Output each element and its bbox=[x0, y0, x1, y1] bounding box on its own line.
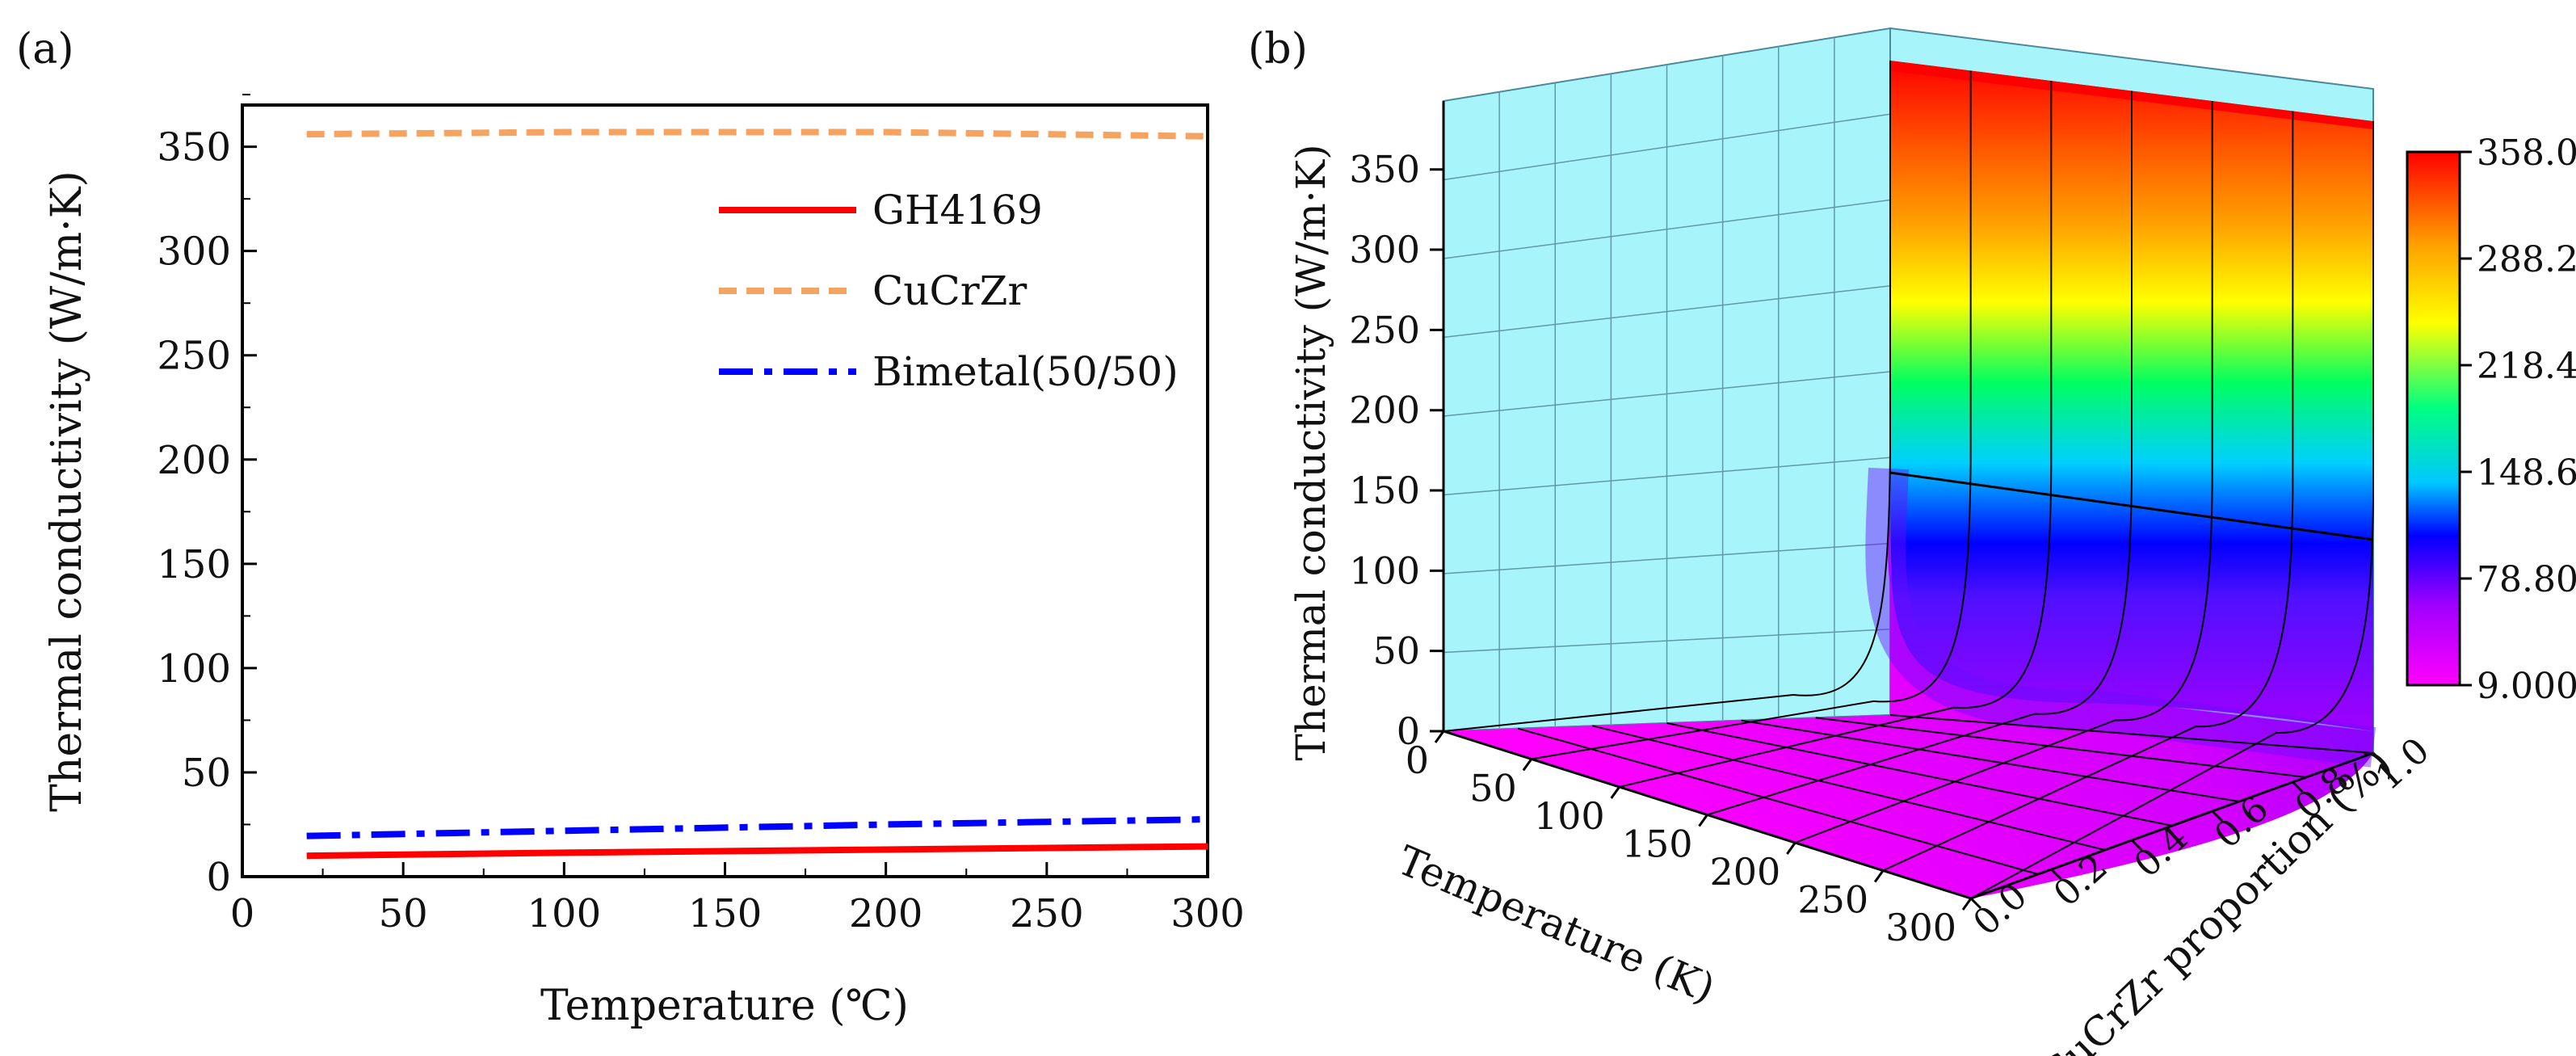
surface-gridline bbox=[1619, 81, 2053, 788]
z-tick-label-b: 200 bbox=[1349, 389, 1420, 432]
legend-label: Bimetal(50/50) bbox=[872, 348, 1179, 395]
x-tick-label-b: 250 bbox=[1797, 878, 1868, 922]
z-tick-label-b: 300 bbox=[1349, 228, 1420, 271]
x-tick-b bbox=[1873, 869, 1885, 883]
y-tick-label-a: 200 bbox=[157, 438, 231, 483]
colorbar-labels: 358.0 288.2 218.4 148.6 78.80 9.000 bbox=[2460, 133, 2576, 707]
panel-b-label: (b) bbox=[1248, 25, 1308, 74]
surface-gridline bbox=[1666, 722, 2173, 827]
x-tick-label-b: 150 bbox=[1622, 823, 1693, 866]
surface-gridline bbox=[1517, 727, 2039, 875]
x-tick-label-b: 0 bbox=[1406, 738, 1429, 782]
legend-a: GH4169 CuCrZr Bimetal(50/50) bbox=[719, 187, 1179, 395]
colorbar-label: 288.2 bbox=[2477, 239, 2576, 280]
x-tick-label-a: 0 bbox=[230, 891, 255, 936]
y-tick-label-a: 0 bbox=[206, 855, 231, 900]
series-line-bimetal-50-50- bbox=[306, 816, 1208, 839]
surface-grid bbox=[1443, 61, 2374, 899]
y-tick-b bbox=[2372, 751, 2385, 764]
surface-gridline bbox=[1592, 725, 2106, 851]
x-tick-b bbox=[1610, 786, 1620, 799]
panel-a: (a) 0 50 100 150 200 250 300 350 0 50 100 150 200 25… bbox=[16, 25, 1245, 1030]
legend-label: GH4169 bbox=[872, 187, 1043, 233]
x-axis-b: 0 50 100 150 200 250 300 bbox=[1406, 730, 1973, 949]
x-tick-label-a: 50 bbox=[379, 891, 428, 936]
series-line-cucrzr bbox=[306, 128, 1208, 140]
x-tick-b bbox=[1786, 842, 1796, 855]
y-axis-line-b bbox=[1970, 751, 2374, 900]
x-tick-label-a: 300 bbox=[1170, 891, 1245, 936]
x-tick-label-a: 150 bbox=[688, 891, 763, 936]
x-axis-line-b bbox=[1443, 730, 1972, 900]
plot-area-a bbox=[241, 103, 1209, 878]
x-tick-label-a: 100 bbox=[527, 891, 602, 936]
surface-floor-front bbox=[1443, 477, 2373, 898]
wall-gridline bbox=[1443, 456, 1891, 496]
x-tick-b bbox=[1961, 898, 1973, 911]
y-tick-label-a: 100 bbox=[157, 646, 231, 692]
x-tick-label-b: 100 bbox=[1534, 794, 1605, 838]
surface-gridline bbox=[1741, 719, 2240, 802]
x-axis-title-a: Temperature (℃) bbox=[540, 982, 909, 1030]
y-tick-label-a: 350 bbox=[157, 125, 231, 170]
x-tick-label-a: 200 bbox=[849, 891, 923, 936]
surface-gridline bbox=[1443, 61, 1891, 732]
surface-gridline bbox=[1889, 714, 2374, 754]
z-tick-label-b: 50 bbox=[1372, 629, 1420, 673]
colorbar-label: 78.80 bbox=[2477, 559, 2576, 600]
z-tick-label-b: 250 bbox=[1349, 308, 1420, 351]
panel-b: (b) 0 50 100 150 200 250 300 350 0 50 100 150 200 25… bbox=[1248, 25, 2576, 1056]
series-line-gh4169 bbox=[306, 843, 1208, 860]
colorbar-label: 218.4 bbox=[2477, 346, 2576, 387]
colorbar bbox=[2406, 150, 2461, 687]
z-axis-b: 0 50 100 150 200 250 300 350 bbox=[1349, 101, 1445, 753]
surface-gridline bbox=[1794, 101, 2213, 844]
wall-gridline bbox=[1443, 542, 1891, 574]
z-axis-title-b: Thermal conductivity (W/m·K) bbox=[1288, 144, 1334, 760]
x-tick-label-b: 300 bbox=[1885, 906, 1956, 949]
surface-gridline bbox=[1882, 111, 2294, 872]
colorbar-label: 148.6 bbox=[2477, 452, 2576, 494]
x-tick-label-a: 250 bbox=[1010, 891, 1084, 936]
y-tick-b bbox=[2050, 868, 2062, 881]
y-tick-label-a: 150 bbox=[157, 542, 231, 587]
wall-gridline bbox=[1443, 629, 1891, 654]
y-tick-label-a: 250 bbox=[157, 334, 231, 379]
colorbar-label: 9.000 bbox=[2477, 666, 2576, 707]
x-tick-b bbox=[1522, 758, 1533, 772]
z-tick-label-b: 350 bbox=[1349, 148, 1420, 191]
x-tick-b bbox=[1434, 730, 1445, 743]
y-axis-title-a: Thermal conductivity (W/m·K) bbox=[43, 170, 91, 812]
surface-gridline bbox=[1970, 121, 2374, 899]
z-tick-label-b: 0 bbox=[1397, 709, 1420, 753]
y-axis-a: 0 50 100 150 200 250 300 350 bbox=[157, 94, 257, 900]
surface-gridline bbox=[1707, 90, 2133, 816]
x-tick-b bbox=[1698, 814, 1708, 827]
legend-label: CuCrZr bbox=[872, 267, 1027, 314]
y-tick-b bbox=[2211, 810, 2223, 823]
panel-a-label: (a) bbox=[16, 25, 74, 74]
x-tick-label-b: 200 bbox=[1710, 850, 1781, 894]
y-tick-label-a: 300 bbox=[157, 229, 231, 275]
z-tick-label-b: 100 bbox=[1349, 549, 1420, 592]
x-axis-a: 0 50 100 150 200 250 300 bbox=[230, 862, 1245, 936]
surface-bend bbox=[1865, 467, 2376, 768]
y-tick-b bbox=[1969, 897, 1982, 910]
colorbar-label: 358.0 bbox=[2477, 133, 2576, 174]
surface-gridline bbox=[1889, 471, 2374, 541]
z-tick-label-b: 150 bbox=[1349, 469, 1420, 512]
y-tick-b bbox=[2131, 839, 2143, 852]
surface-gridline bbox=[1815, 717, 2307, 778]
x-tick-label-b: 50 bbox=[1469, 767, 1517, 810]
y-tick-label-a: 50 bbox=[182, 751, 231, 796]
series-lines-a bbox=[306, 128, 1208, 860]
surface-gridline bbox=[1531, 70, 1972, 760]
y-tick-b bbox=[2292, 780, 2304, 793]
